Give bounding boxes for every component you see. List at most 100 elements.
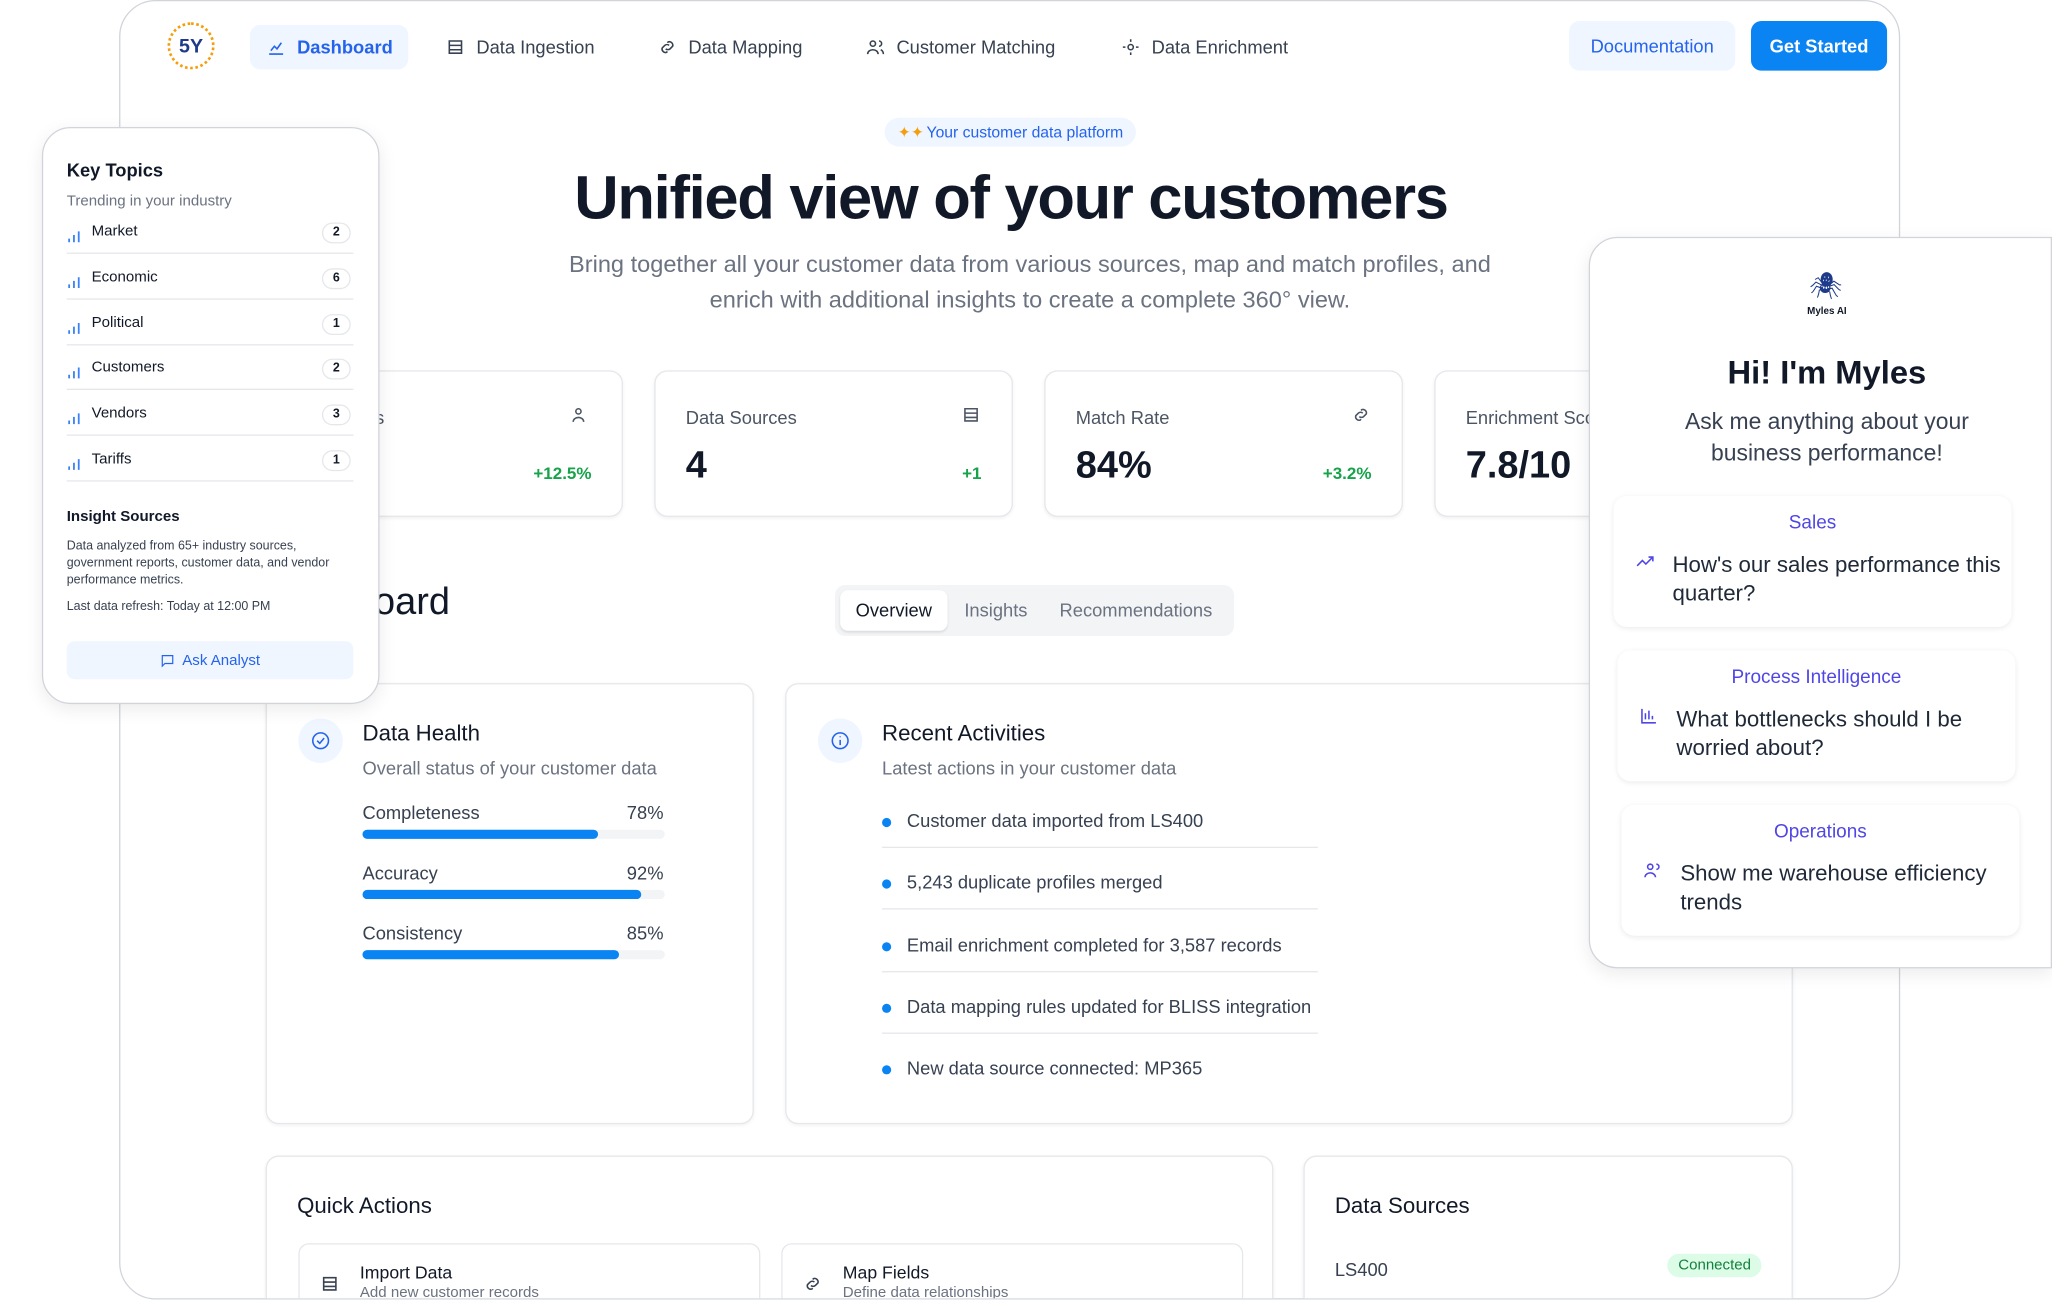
health-icon [298, 718, 343, 763]
action-title: Map Fields [842, 1262, 930, 1283]
progress-bar [362, 829, 599, 839]
topic-count: 2 [321, 359, 351, 381]
ask-analyst-button[interactable]: Ask Analyst [66, 641, 354, 680]
icon [1644, 863, 1660, 878]
tab[interactable]: Recommendations [1059, 599, 1213, 621]
activity-dot [882, 1003, 892, 1013]
card-subtitle: Overall status of your customer data [362, 757, 657, 779]
activity-text: Customer data imported from LS400 [906, 810, 1204, 832]
topic-count: 1 [321, 313, 351, 335]
activity-dot [882, 879, 892, 889]
prompt-question: What bottlenecks should I be worried abo… [1676, 706, 1963, 761]
progress-track [362, 889, 665, 900]
button-label: Ask Analyst [182, 652, 261, 669]
activity-text: Email enrichment completed for 3,587 rec… [906, 933, 1282, 955]
stat-icon [571, 404, 592, 431]
topic-count: 3 [321, 404, 351, 426]
nav-item[interactable]: Customer Matching [849, 25, 1071, 69]
stat-card: Data Sources 4 +1 [654, 370, 1013, 517]
nav-item[interactable]: Data Ingestion [429, 25, 610, 69]
icon [322, 1276, 337, 1291]
icon [1636, 556, 1654, 567]
topic-name[interactable]: Tariffs [91, 451, 132, 468]
icon [866, 40, 885, 55]
nav-item[interactable]: Data Mapping [641, 25, 818, 69]
divider [66, 389, 354, 391]
stat-icon [961, 404, 982, 431]
topic-name[interactable]: Economic [91, 269, 158, 286]
prompt-icon [1638, 705, 1659, 732]
icon [964, 407, 978, 422]
topic-name[interactable]: Political [91, 314, 144, 331]
quick-action[interactable]: Map Fields Define data relationships [781, 1243, 1244, 1300]
icon [661, 40, 674, 54]
badge-text: Your customer data platform [926, 123, 1124, 142]
prompt-category: Process Intelligence [1731, 667, 1902, 689]
divider [882, 908, 1318, 910]
icon [448, 40, 463, 55]
topic-name[interactable]: Customers [91, 360, 165, 377]
icon [1641, 708, 1656, 724]
stat-label: Data Sources [685, 406, 797, 428]
tab[interactable]: Insights [964, 599, 1028, 621]
stat-value: 4 [685, 444, 707, 487]
bar-icon [68, 413, 80, 425]
icon [1122, 39, 1139, 55]
myles-subtitle: Ask me anything about your business perf… [1684, 408, 1969, 466]
action-title: Import Data [359, 1262, 453, 1283]
progress-bar [362, 950, 620, 960]
icon [572, 407, 585, 422]
divider [66, 480, 354, 482]
myles-panel: 🕷 Myles AI Hi! I'm Myles Ask me anything… [1588, 236, 2052, 969]
nav-label: Dashboard [297, 36, 393, 58]
source-name: LS400 [1334, 1258, 1388, 1280]
divider [882, 970, 1318, 972]
nav-item[interactable]: Dashboard [249, 24, 409, 70]
metric-name: Consistency [362, 922, 463, 944]
quick-action[interactable]: Import Data Add new customer records [298, 1243, 761, 1299]
prompt-card[interactable]: Process Intelligence What bottlenecks sho… [1617, 650, 2016, 782]
prompt-card[interactable]: Operations Show me warehouse efficiency t… [1621, 804, 2020, 936]
card-title: Data Sources [1334, 1193, 1470, 1219]
metric-label: 92% [626, 862, 664, 884]
divider [66, 434, 354, 437]
status-badge: Connected [1667, 1253, 1762, 1278]
action-icon [319, 1273, 340, 1298]
nav-item[interactable]: Data Enrichment [1105, 25, 1304, 69]
divider [66, 298, 354, 300]
progress-bar [362, 889, 641, 900]
progress-track [362, 829, 665, 839]
prompt-category: Operations [1773, 821, 1867, 843]
nav-label: Customer Matching [896, 36, 1056, 58]
refresh-text: Last data refresh: Today at 12:00 PM [66, 599, 271, 614]
activity-dot [882, 1065, 892, 1075]
topic-name[interactable]: Vendors [91, 405, 147, 422]
logo[interactable]: 5Y [167, 22, 215, 70]
icon [269, 42, 284, 55]
action-desc: Define data relationships [842, 1285, 1009, 1300]
prompt-icon [1642, 860, 1663, 887]
stat-label: Enrichment Score [1465, 406, 1612, 428]
prompt-card[interactable]: Sales How's our sales performance this qu… [1613, 495, 2012, 627]
hero-subtitle: Bring together all your customer data fr… [569, 251, 1491, 313]
divider [882, 846, 1318, 849]
tab[interactable]: Overview [840, 590, 948, 631]
topic-name[interactable]: Market [91, 223, 138, 240]
get-started-button[interactable]: Get Started [1751, 20, 1888, 71]
nav-label: Data Mapping [688, 36, 803, 58]
activity-dot [882, 817, 892, 828]
sources-text: Data analyzed from 65+ industry sources,… [66, 539, 330, 588]
stat-value: 7.8/10 [1465, 444, 1572, 487]
icon [1354, 408, 1368, 421]
divider [882, 1032, 1318, 1034]
bar-icon [68, 322, 80, 334]
topic-count: 6 [321, 268, 351, 289]
key-topics-panel: Key Topics Trending in your industry Ins… [41, 126, 380, 705]
metric-label: 85% [626, 922, 664, 944]
stat-change: +3.2% [1322, 463, 1372, 483]
data-sources-card: Data Sources LS400 Connected [1303, 1155, 1793, 1299]
topic-count: 1 [321, 450, 351, 472]
prompt-icon [1635, 551, 1656, 578]
metric-name: Accuracy [362, 862, 438, 884]
documentation-button[interactable]: Documentation [1569, 20, 1736, 71]
